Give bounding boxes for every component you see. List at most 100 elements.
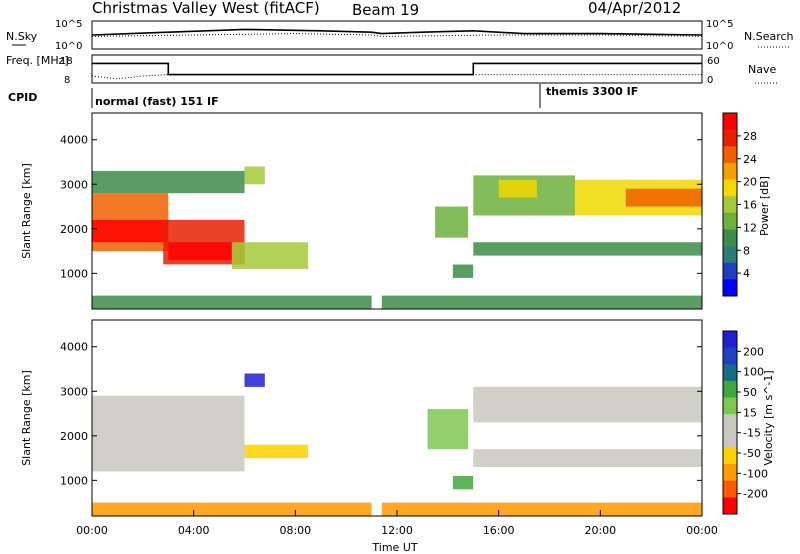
- colorbar-tick-5: 8: [743, 244, 750, 257]
- ytick-label-0: 1000: [60, 474, 88, 487]
- date-title: 04/Apr/2012: [588, 0, 681, 17]
- colorbar-swatch-0: [723, 113, 737, 131]
- scatter-region-4: [452, 475, 474, 490]
- colorbar-swatch-2: [723, 146, 737, 164]
- colorbar-tick-3: 16: [743, 199, 757, 212]
- colorbar-swatch-3: [723, 380, 737, 398]
- scatter-region-6: [244, 166, 265, 185]
- colorbar-tick-5: -50: [743, 447, 761, 460]
- scatter-region-12: [625, 188, 703, 207]
- colorbar-swatch-8: [723, 246, 737, 264]
- series-line-0: [91, 28, 703, 36]
- power-colorbar: 28 24 20 16 12 8 4 Power [dB]: [722, 112, 771, 297]
- noise-left-tick-bottom: 10^0: [55, 41, 82, 52]
- series-line-1: [91, 74, 702, 80]
- scatter-region-10: [498, 179, 537, 198]
- ytick-label-3: 4000: [60, 134, 88, 147]
- colorbar-swatch-6: [723, 212, 737, 230]
- scatter-region-1: [92, 219, 169, 243]
- noise-right-tick-bottom: 10^0: [706, 41, 733, 52]
- colorbar-tick-0: 200: [743, 345, 764, 358]
- colorbar-tick-4: 12: [743, 221, 757, 234]
- scatter-region-0: [92, 395, 245, 472]
- velocity-colorbar-label: Velocity [m s^-1]: [762, 370, 775, 465]
- xtick-label-3: 12:00: [381, 524, 413, 537]
- colorbar-tick-2: 50: [743, 386, 757, 399]
- power-colorbar-label: Power [dB]: [758, 176, 771, 236]
- colorbar-swatch-9: [723, 262, 737, 280]
- noise-right-tick-top: 10^5: [706, 19, 733, 30]
- power-panel: Slant Range [km] 1000 2000 3000 4000: [20, 112, 703, 310]
- noise-panel: N.Sky 10^5 10^0 10^5 10^0 N.Search: [6, 19, 794, 52]
- scatter-region-8: [452, 264, 474, 278]
- scatter-region-5: [473, 386, 703, 423]
- freq-left-tick-bottom: 8: [64, 75, 70, 86]
- ytick-label-2: 3000: [60, 385, 88, 398]
- xtick-label-1: 04:00: [178, 524, 210, 537]
- xtick-label-5: 20:00: [584, 524, 616, 537]
- cpid-mode-1: normal (fast) 151 IF: [95, 95, 219, 108]
- scatter-region-7: [435, 206, 469, 238]
- scatter-region-3: [168, 242, 232, 260]
- ytick-label-2: 3000: [60, 178, 88, 191]
- freq-right-label: Nave: [748, 63, 776, 76]
- ytick-label-1: 2000: [60, 430, 88, 443]
- ytick-label-1: 2000: [60, 223, 88, 236]
- ytick-label-3: 4000: [60, 341, 88, 354]
- colorbar-swatch-6: [723, 430, 737, 448]
- scatter-region-3: [427, 409, 469, 450]
- colorbar-swatch-2: [723, 364, 737, 382]
- colorbar-swatch-0: [723, 331, 737, 349]
- colorbar-tick-1: 100: [743, 366, 764, 379]
- scatter-region-13: [473, 242, 703, 256]
- cpid-bar: CPID normal (fast) 151 IF themis 3300 IF: [8, 84, 638, 108]
- colorbar-tick-2: 20: [743, 176, 757, 189]
- velocity-panel: Slant Range [km] 1000 2000 3000 4000 00:00 0…: [20, 319, 718, 554]
- colorbar-tick-6: 4: [743, 267, 750, 280]
- xtick-label-0: 00:00: [76, 524, 108, 537]
- colorbar-tick-4: -15: [743, 427, 761, 440]
- frequency-panel: Freq. [MHz] 18 8 60 0 Nave: [6, 54, 778, 86]
- noise-right-label: N.Search: [744, 30, 794, 43]
- colorbar-tick-1: 24: [743, 153, 757, 166]
- data-gap: [371, 320, 382, 516]
- xtick-label-4: 16:00: [483, 524, 515, 537]
- freq-right-tick-bottom: 0: [707, 75, 713, 86]
- colorbar-swatch-8: [723, 464, 737, 482]
- colorbar-swatch-10: [723, 279, 737, 297]
- freq-right-tick-top: 60: [707, 56, 720, 67]
- beam-title: Beam 19: [352, 1, 419, 19]
- colorbar-tick-0: 28: [743, 130, 757, 143]
- colorbar-swatch-10: [723, 497, 737, 515]
- noise-left-label: N.Sky: [6, 30, 38, 43]
- series-line-0: [92, 62, 702, 76]
- freq-left-tick-top: 18: [60, 56, 73, 67]
- scatter-region-4: [231, 242, 309, 269]
- colorbar-swatch-5: [723, 414, 737, 432]
- cpid-mode-2: themis 3300 IF: [546, 85, 638, 98]
- colorbar-swatch-5: [723, 196, 737, 214]
- xtick-label-2: 08:00: [279, 524, 311, 537]
- velocity-ylabel: Slant Range [km]: [20, 370, 33, 466]
- colorbar-swatch-9: [723, 480, 737, 498]
- scatter-region-5: [92, 170, 245, 194]
- colorbar-swatch-4: [723, 397, 737, 415]
- velocity-colorbar: 200 100 50 15 -15 -50 -100 -200 Velocity [m s^-…: [722, 330, 775, 515]
- cpid-label: CPID: [8, 91, 37, 104]
- power-ylabel: Slant Range [km]: [20, 163, 33, 259]
- scatter-region-1: [244, 444, 308, 459]
- colorbar-swatch-3: [723, 162, 737, 180]
- scatter-region-2: [244, 373, 265, 387]
- colorbar-swatch-7: [723, 447, 737, 465]
- colorbar-tick-7: -200: [743, 488, 768, 501]
- scatter-region-6: [473, 449, 703, 467]
- station-title: Christmas Valley West (fitACF): [92, 0, 320, 17]
- colorbar-tick-3: 15: [743, 406, 757, 419]
- colorbar-swatch-1: [723, 347, 737, 365]
- freq-left-label: Freq. [MHz]: [6, 54, 69, 67]
- data-gap: [371, 113, 382, 309]
- ytick-label-0: 1000: [60, 267, 88, 280]
- colorbar-tick-6: -100: [743, 467, 768, 480]
- colorbar-swatch-1: [723, 129, 737, 147]
